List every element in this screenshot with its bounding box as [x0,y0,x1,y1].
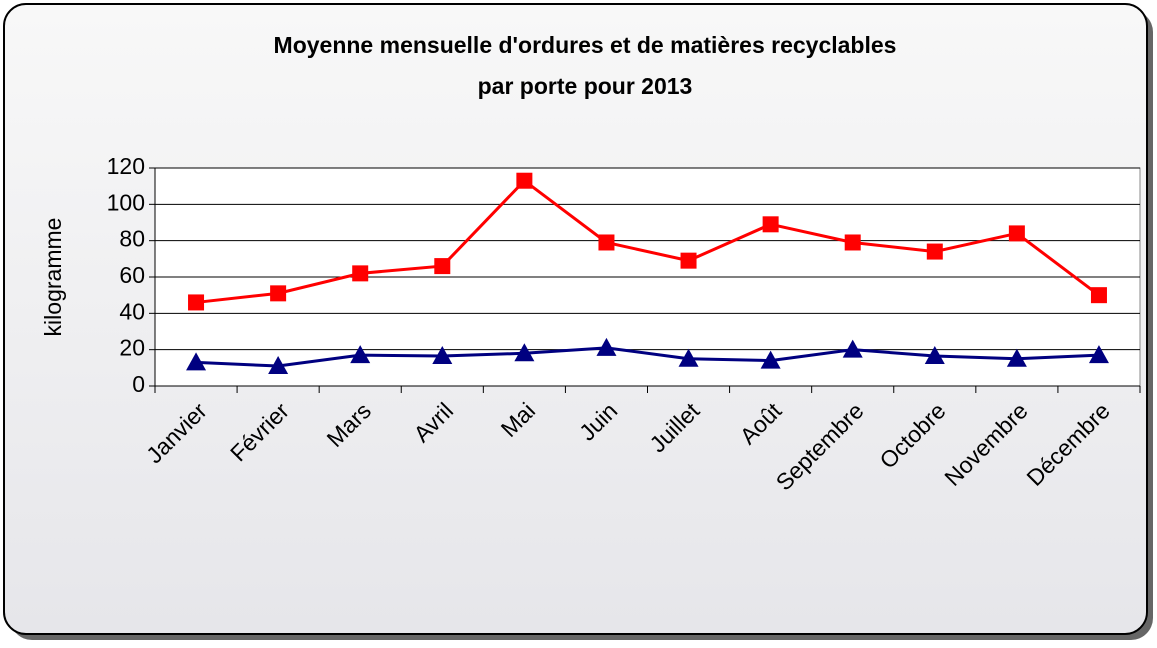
y-tick-label: 0 [132,371,145,397]
y-tick-label: 60 [119,262,145,288]
marker [598,234,615,251]
marker [434,258,451,275]
marker [514,343,535,362]
series-line [195,178,1100,304]
y-axis-label: kilogramme [40,218,66,337]
y-tick-label: 100 [107,189,145,215]
y-tick-label: 40 [119,298,145,324]
y-tick-label: 80 [119,226,145,252]
marker [432,346,453,365]
marker [1090,287,1107,304]
chart-title: par porte pour 2013 [478,73,693,99]
marker [188,294,205,311]
marker [352,265,369,282]
marker [678,348,699,367]
marker [186,352,207,371]
marker [926,243,943,260]
marker [762,216,779,233]
marker [924,346,945,365]
marker [680,252,697,269]
series-line [195,346,1100,368]
marker [516,172,533,189]
marker [760,350,781,369]
marker [270,285,287,302]
marker [842,339,863,358]
marker [596,337,617,356]
marker [1006,348,1027,367]
marker [1008,225,1025,242]
marker [844,234,861,251]
y-tick-label: 120 [107,153,145,179]
marker [268,356,289,375]
y-tick-label: 20 [119,335,145,361]
marker [350,345,371,364]
chart-title: Moyenne mensuelle d'ordures et de matièr… [274,32,897,58]
marker [1088,345,1109,364]
